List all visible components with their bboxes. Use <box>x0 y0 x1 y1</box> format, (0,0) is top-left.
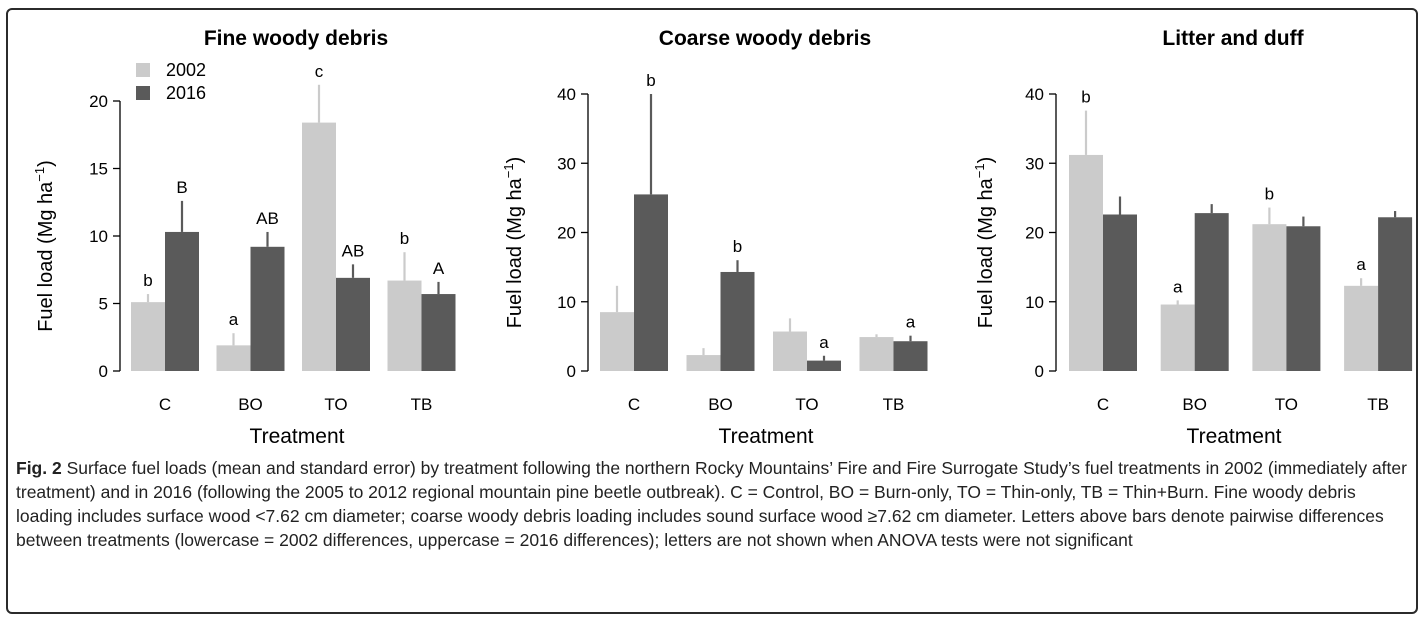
y-tick-label: 10 <box>89 227 108 246</box>
y-axis-label: Fuel load (Mg ha−1) <box>32 160 57 332</box>
y-tick-label: 30 <box>1025 154 1044 173</box>
y-tick-label: 30 <box>557 154 576 173</box>
bar-2002-TO <box>1252 224 1287 371</box>
significance-letter-2002-TO: c <box>315 62 324 81</box>
significance-letter-2002-TB: b <box>400 229 409 248</box>
x-tick-label-BO: BO <box>238 395 263 414</box>
bar-2016-BO <box>1194 213 1229 371</box>
x-tick-label-C: C <box>159 395 171 414</box>
x-tick-label-TO: TO <box>324 395 347 414</box>
y-axis-label-superscript: −1 <box>972 163 987 178</box>
chart-title: Coarse woody debris <box>659 27 871 50</box>
y-tick-label: 40 <box>1025 85 1044 104</box>
bar-2002-TB <box>859 337 894 371</box>
significance-letter-2002-TB: a <box>1356 255 1366 274</box>
significance-letter-2016-C: b <box>646 71 655 90</box>
y-axis-label-main: Fuel load (Mg ha <box>35 181 57 332</box>
significance-letter-2002-BO: a <box>1173 277 1183 296</box>
bar-2016-BO <box>720 271 755 371</box>
x-tick-label-TB: TB <box>411 395 433 414</box>
legend-label-2016: 2016 <box>166 83 206 103</box>
y-axis-label: Fuel load (Mg ha−1) <box>972 157 997 329</box>
significance-letter-2016-TO: AB <box>342 241 365 260</box>
y-axis-label-close: ) <box>504 157 526 164</box>
y-axis-label-main: Fuel load (Mg ha <box>975 177 997 328</box>
bar-2016-TO <box>1286 226 1321 371</box>
y-tick-label: 15 <box>89 160 108 179</box>
bar-2002-TB <box>387 280 422 371</box>
bar-2002-TO <box>302 122 336 371</box>
bar-2002-BO <box>686 355 721 371</box>
y-tick-label: 0 <box>99 362 108 381</box>
bar-2002-C <box>1069 154 1103 371</box>
x-tick-label-TO: TO <box>795 395 818 414</box>
y-axis-label-superscript: −1 <box>501 163 516 178</box>
bar-2002-TB <box>1344 285 1379 371</box>
bar-2016-TO <box>336 277 370 371</box>
bar-2002-C <box>131 302 165 371</box>
bar-2002-BO <box>1160 304 1195 371</box>
bar-2016-TB <box>893 341 928 371</box>
bar-2016-TB <box>421 294 456 371</box>
x-tick-label-TO: TO <box>1275 395 1298 414</box>
y-tick-label: 10 <box>1025 293 1044 312</box>
bar-2016-C <box>634 194 668 371</box>
y-axis-label: Fuel load (Mg ha−1) <box>501 157 526 329</box>
figure-label: Fig. 2 <box>16 458 62 478</box>
x-tick-label-C: C <box>628 395 640 414</box>
y-axis-label-close: ) <box>35 160 57 167</box>
x-tick-label-TB: TB <box>1367 395 1389 414</box>
figure-caption-text: Surface fuel loads (mean and standard er… <box>16 458 1407 550</box>
chart-panel-3: Litter and duff 0 10 20 30 40 Fuel load (Mg ha… <box>972 27 1413 448</box>
significance-letter-2002-C: b <box>143 271 152 290</box>
bar-2002-C <box>600 312 634 371</box>
x-tick-label-TB: TB <box>883 395 905 414</box>
bar-2016-C <box>1103 214 1137 371</box>
y-tick-label: 20 <box>1025 224 1044 243</box>
significance-letter-2016-TO: a <box>819 333 829 352</box>
bar-2002-BO <box>216 345 251 371</box>
chart-title: Litter and duff <box>1162 27 1304 50</box>
chart-panel-1: Fine woody debris 0 5 10 15 20 Fuel load (Mg h… <box>32 27 456 448</box>
y-tick-label: 20 <box>557 224 576 243</box>
x-axis-label: Treatment <box>1187 425 1282 448</box>
chart-panel-2: Coarse woody debris 0 10 20 30 40 Fuel load (M… <box>501 27 928 448</box>
y-tick-label: 5 <box>99 295 108 314</box>
significance-letter-2002-BO: a <box>229 310 239 329</box>
y-axis-label-close: ) <box>975 157 997 164</box>
x-tick-label-BO: BO <box>1182 395 1207 414</box>
figure-caption: Fig. 2 Surface fuel loads (mean and stan… <box>16 456 1412 552</box>
bar-2016-TB <box>1378 217 1413 371</box>
significance-letter-2016-BO: AB <box>256 209 279 228</box>
legend-label-2002: 2002 <box>166 60 206 80</box>
chart-title: Fine woody debris <box>204 27 388 50</box>
y-tick-label: 10 <box>557 293 576 312</box>
bar-2016-TO <box>807 360 841 371</box>
y-axis-label-superscript: −1 <box>32 167 47 182</box>
bar-2002-TO <box>773 331 807 371</box>
significance-letter-2016-C: B <box>176 178 187 197</box>
y-tick-label: 0 <box>1035 362 1044 381</box>
significance-letter-2016-TB: A <box>433 259 445 278</box>
significance-letter-2002-C: b <box>1081 88 1090 107</box>
y-tick-label: 40 <box>557 85 576 104</box>
y-tick-label: 0 <box>567 362 576 381</box>
x-tick-label-C: C <box>1097 395 1109 414</box>
y-axis-label-main: Fuel load (Mg ha <box>504 177 526 328</box>
legend-swatch-2016 <box>136 86 150 100</box>
bar-2016-BO <box>250 246 285 371</box>
x-axis-label: Treatment <box>250 425 345 448</box>
x-tick-label-BO: BO <box>708 395 733 414</box>
x-axis-label: Treatment <box>719 425 814 448</box>
bar-2016-C <box>165 231 199 371</box>
significance-letter-2016-BO: b <box>733 237 742 256</box>
y-tick-label: 20 <box>89 92 108 111</box>
significance-letter-2016-TB: a <box>906 313 916 332</box>
legend-swatch-2002 <box>136 63 150 77</box>
significance-letter-2002-TO: b <box>1265 185 1274 204</box>
